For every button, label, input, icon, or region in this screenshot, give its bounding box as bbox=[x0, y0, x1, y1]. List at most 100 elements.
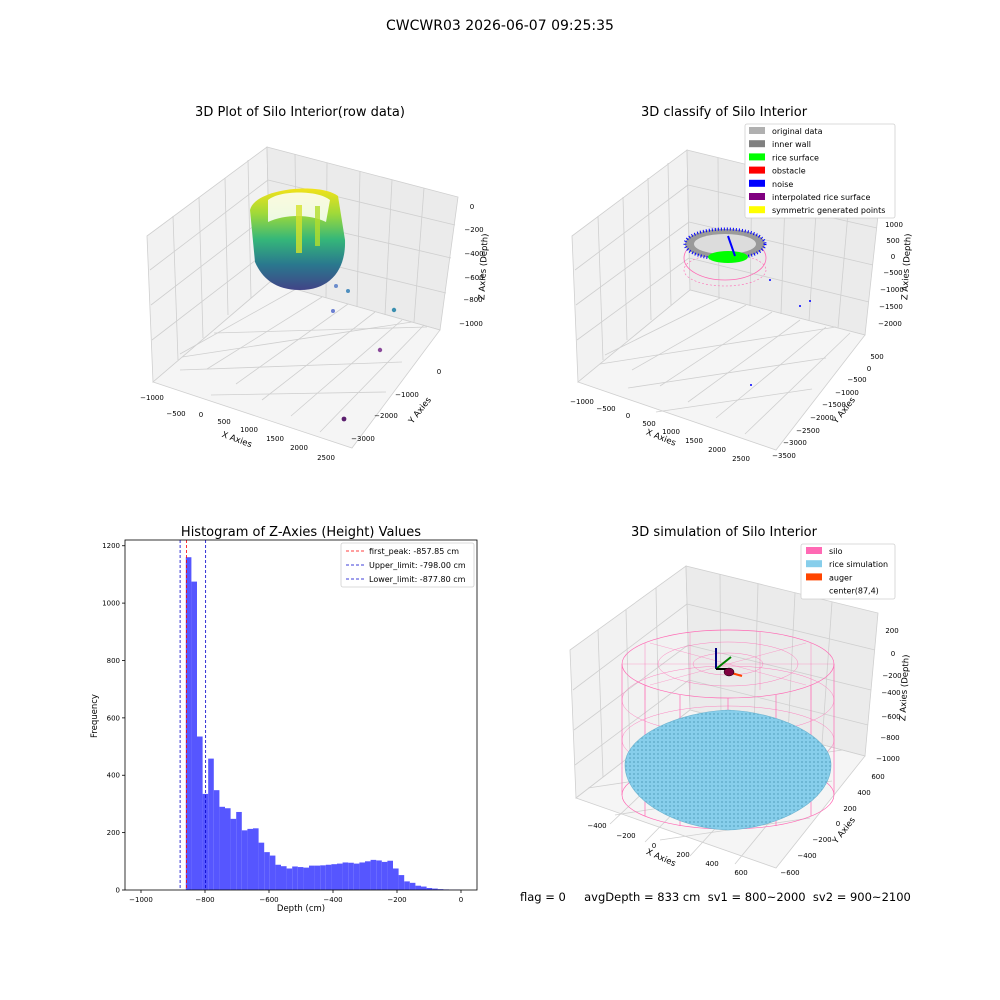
histogram-legend-box bbox=[340, 542, 475, 588]
classify-ztick: −1500 bbox=[879, 303, 903, 311]
histogram-bar bbox=[297, 867, 304, 890]
classify-legend-label: obstacle bbox=[772, 167, 806, 176]
simulation-ytick: −400 bbox=[797, 852, 816, 860]
simulation-legend-label: auger bbox=[829, 573, 853, 582]
classify-legend-label: interpolated rice surface bbox=[772, 193, 870, 202]
histogram-bars bbox=[185, 557, 461, 890]
histogram-title: Histogram of Z-Axies (Height) Values bbox=[181, 525, 421, 540]
raw-pane-floor bbox=[152, 281, 441, 449]
histogram-bar bbox=[337, 863, 343, 890]
histogram-bar bbox=[275, 864, 281, 890]
raw-xtick: 1000 bbox=[240, 426, 258, 434]
classify-legend-label: symmetric generated points bbox=[772, 206, 885, 215]
simulation-ylabel: Y Axies bbox=[830, 815, 858, 847]
simulation-legend: silo rice simulation auger center(87,4) bbox=[800, 543, 896, 600]
raw-xtick: 0 bbox=[199, 411, 203, 419]
histogram-legend-label: Upper_limit: -798.00 cm bbox=[369, 561, 466, 570]
classify-rice-surface bbox=[708, 251, 748, 263]
classify-legend-swatch bbox=[749, 153, 765, 161]
histogram-bar bbox=[393, 868, 399, 890]
histogram-panel: Histogram of Z-Axies (Height) Values −10… bbox=[90, 525, 478, 914]
histogram-ytick-label: 200 bbox=[107, 829, 120, 837]
classify-ytick: −2000 bbox=[810, 414, 834, 422]
classify-panel-title: 3D classify of Silo Interior bbox=[641, 105, 808, 120]
histogram-bar bbox=[325, 864, 332, 890]
classify-legend-swatch bbox=[749, 193, 765, 200]
histogram-ytick-label: 600 bbox=[107, 714, 120, 722]
raw-zlabel: Z Axies (Depth) bbox=[477, 233, 490, 300]
histogram-bar bbox=[359, 862, 365, 890]
histogram-bar bbox=[398, 875, 405, 890]
histogram-bar bbox=[219, 806, 225, 890]
raw-xtick: 2000 bbox=[290, 444, 308, 452]
raw-ztick: −600 bbox=[464, 274, 483, 282]
classify-ytick: −2500 bbox=[796, 427, 820, 435]
simulation-legend-box bbox=[800, 543, 896, 600]
raw-xtick: −1000 bbox=[140, 394, 164, 402]
histogram-bar bbox=[426, 887, 433, 890]
simulation-xlabel: X Axies bbox=[644, 847, 677, 869]
histogram-bar bbox=[320, 865, 326, 890]
classify-ytick: −3000 bbox=[783, 439, 807, 447]
histogram-bar bbox=[387, 860, 393, 890]
histogram-bar bbox=[230, 818, 237, 890]
classify-pane-floor bbox=[577, 289, 866, 451]
classify-xtick: 1500 bbox=[685, 437, 703, 445]
classify-noise-point bbox=[769, 279, 771, 281]
histogram-bar bbox=[415, 885, 421, 890]
histogram-ytick-label: 1200 bbox=[102, 542, 120, 550]
simulation-3d-panel: 3D simulation of Silo Interior bbox=[569, 525, 912, 877]
simulation-center-axes bbox=[715, 648, 743, 677]
classify-ytick: −1000 bbox=[835, 389, 859, 397]
status-line: flag = 0 avgDepth = 833 cm sv1 = 800~200… bbox=[520, 890, 911, 904]
histogram-bar bbox=[348, 862, 354, 890]
raw-outlier-point bbox=[331, 309, 335, 313]
simulation-legend-label: silo bbox=[829, 547, 843, 556]
classify-wall-inner bbox=[694, 234, 756, 254]
histogram-bar bbox=[353, 863, 360, 890]
simulation-center-marker bbox=[723, 667, 735, 677]
classify-point-cloud bbox=[683, 227, 811, 386]
classify-xtick: 0 bbox=[626, 412, 630, 420]
raw-outlier-point bbox=[377, 347, 383, 353]
simulation-ytick: 400 bbox=[857, 789, 870, 797]
histogram-bar bbox=[241, 830, 248, 890]
raw-ztick: −1000 bbox=[459, 320, 483, 328]
classify-ztick: −2000 bbox=[878, 320, 902, 328]
histogram-bar bbox=[197, 736, 203, 890]
classify-xtick: −1000 bbox=[570, 398, 594, 406]
histogram-ytick-label: 800 bbox=[107, 657, 120, 665]
simulation-legend-swatch bbox=[806, 547, 822, 554]
histogram-bar bbox=[404, 881, 410, 890]
classify-xtick: 1000 bbox=[662, 428, 680, 436]
raw-outlier-point bbox=[334, 284, 338, 288]
classify-xtick: 2500 bbox=[732, 455, 750, 463]
simulation-legend-label: rice simulation bbox=[829, 560, 888, 569]
histogram-xtick-label: −400 bbox=[323, 896, 342, 904]
simulation-rice-fill bbox=[624, 709, 832, 831]
classify-ztick: 1000 bbox=[885, 221, 903, 229]
histogram-ytick-label: 1000 bbox=[102, 600, 120, 608]
classify-xtick: −500 bbox=[596, 405, 615, 413]
simulation-rice-surface bbox=[624, 709, 832, 831]
raw-panel-title: 3D Plot of Silo Interior(row data) bbox=[195, 105, 405, 120]
raw-ytick: −1000 bbox=[395, 391, 419, 399]
histogram-xlabel: Depth (cm) bbox=[277, 904, 325, 914]
raw-ytick: −3000 bbox=[351, 435, 375, 443]
histogram-bar bbox=[437, 889, 444, 890]
simulation-xtick: 0 bbox=[652, 842, 656, 850]
simulation-y-arrow bbox=[715, 656, 732, 670]
raw-point-cloud bbox=[250, 188, 397, 422]
classify-ylabel: Y Axies bbox=[830, 395, 858, 427]
classify-legend-swatch bbox=[749, 127, 765, 134]
histogram-bar bbox=[370, 859, 377, 890]
histogram-bar bbox=[247, 828, 253, 890]
histogram-ylabel: Frequency bbox=[90, 694, 100, 738]
classify-noise-point bbox=[799, 305, 801, 307]
classify-ztick: 0 bbox=[891, 253, 895, 261]
simulation-xtick: 200 bbox=[676, 851, 689, 859]
histogram-reference-lines bbox=[179, 540, 207, 890]
histogram-bar bbox=[303, 867, 309, 890]
histogram-bar bbox=[365, 861, 371, 890]
